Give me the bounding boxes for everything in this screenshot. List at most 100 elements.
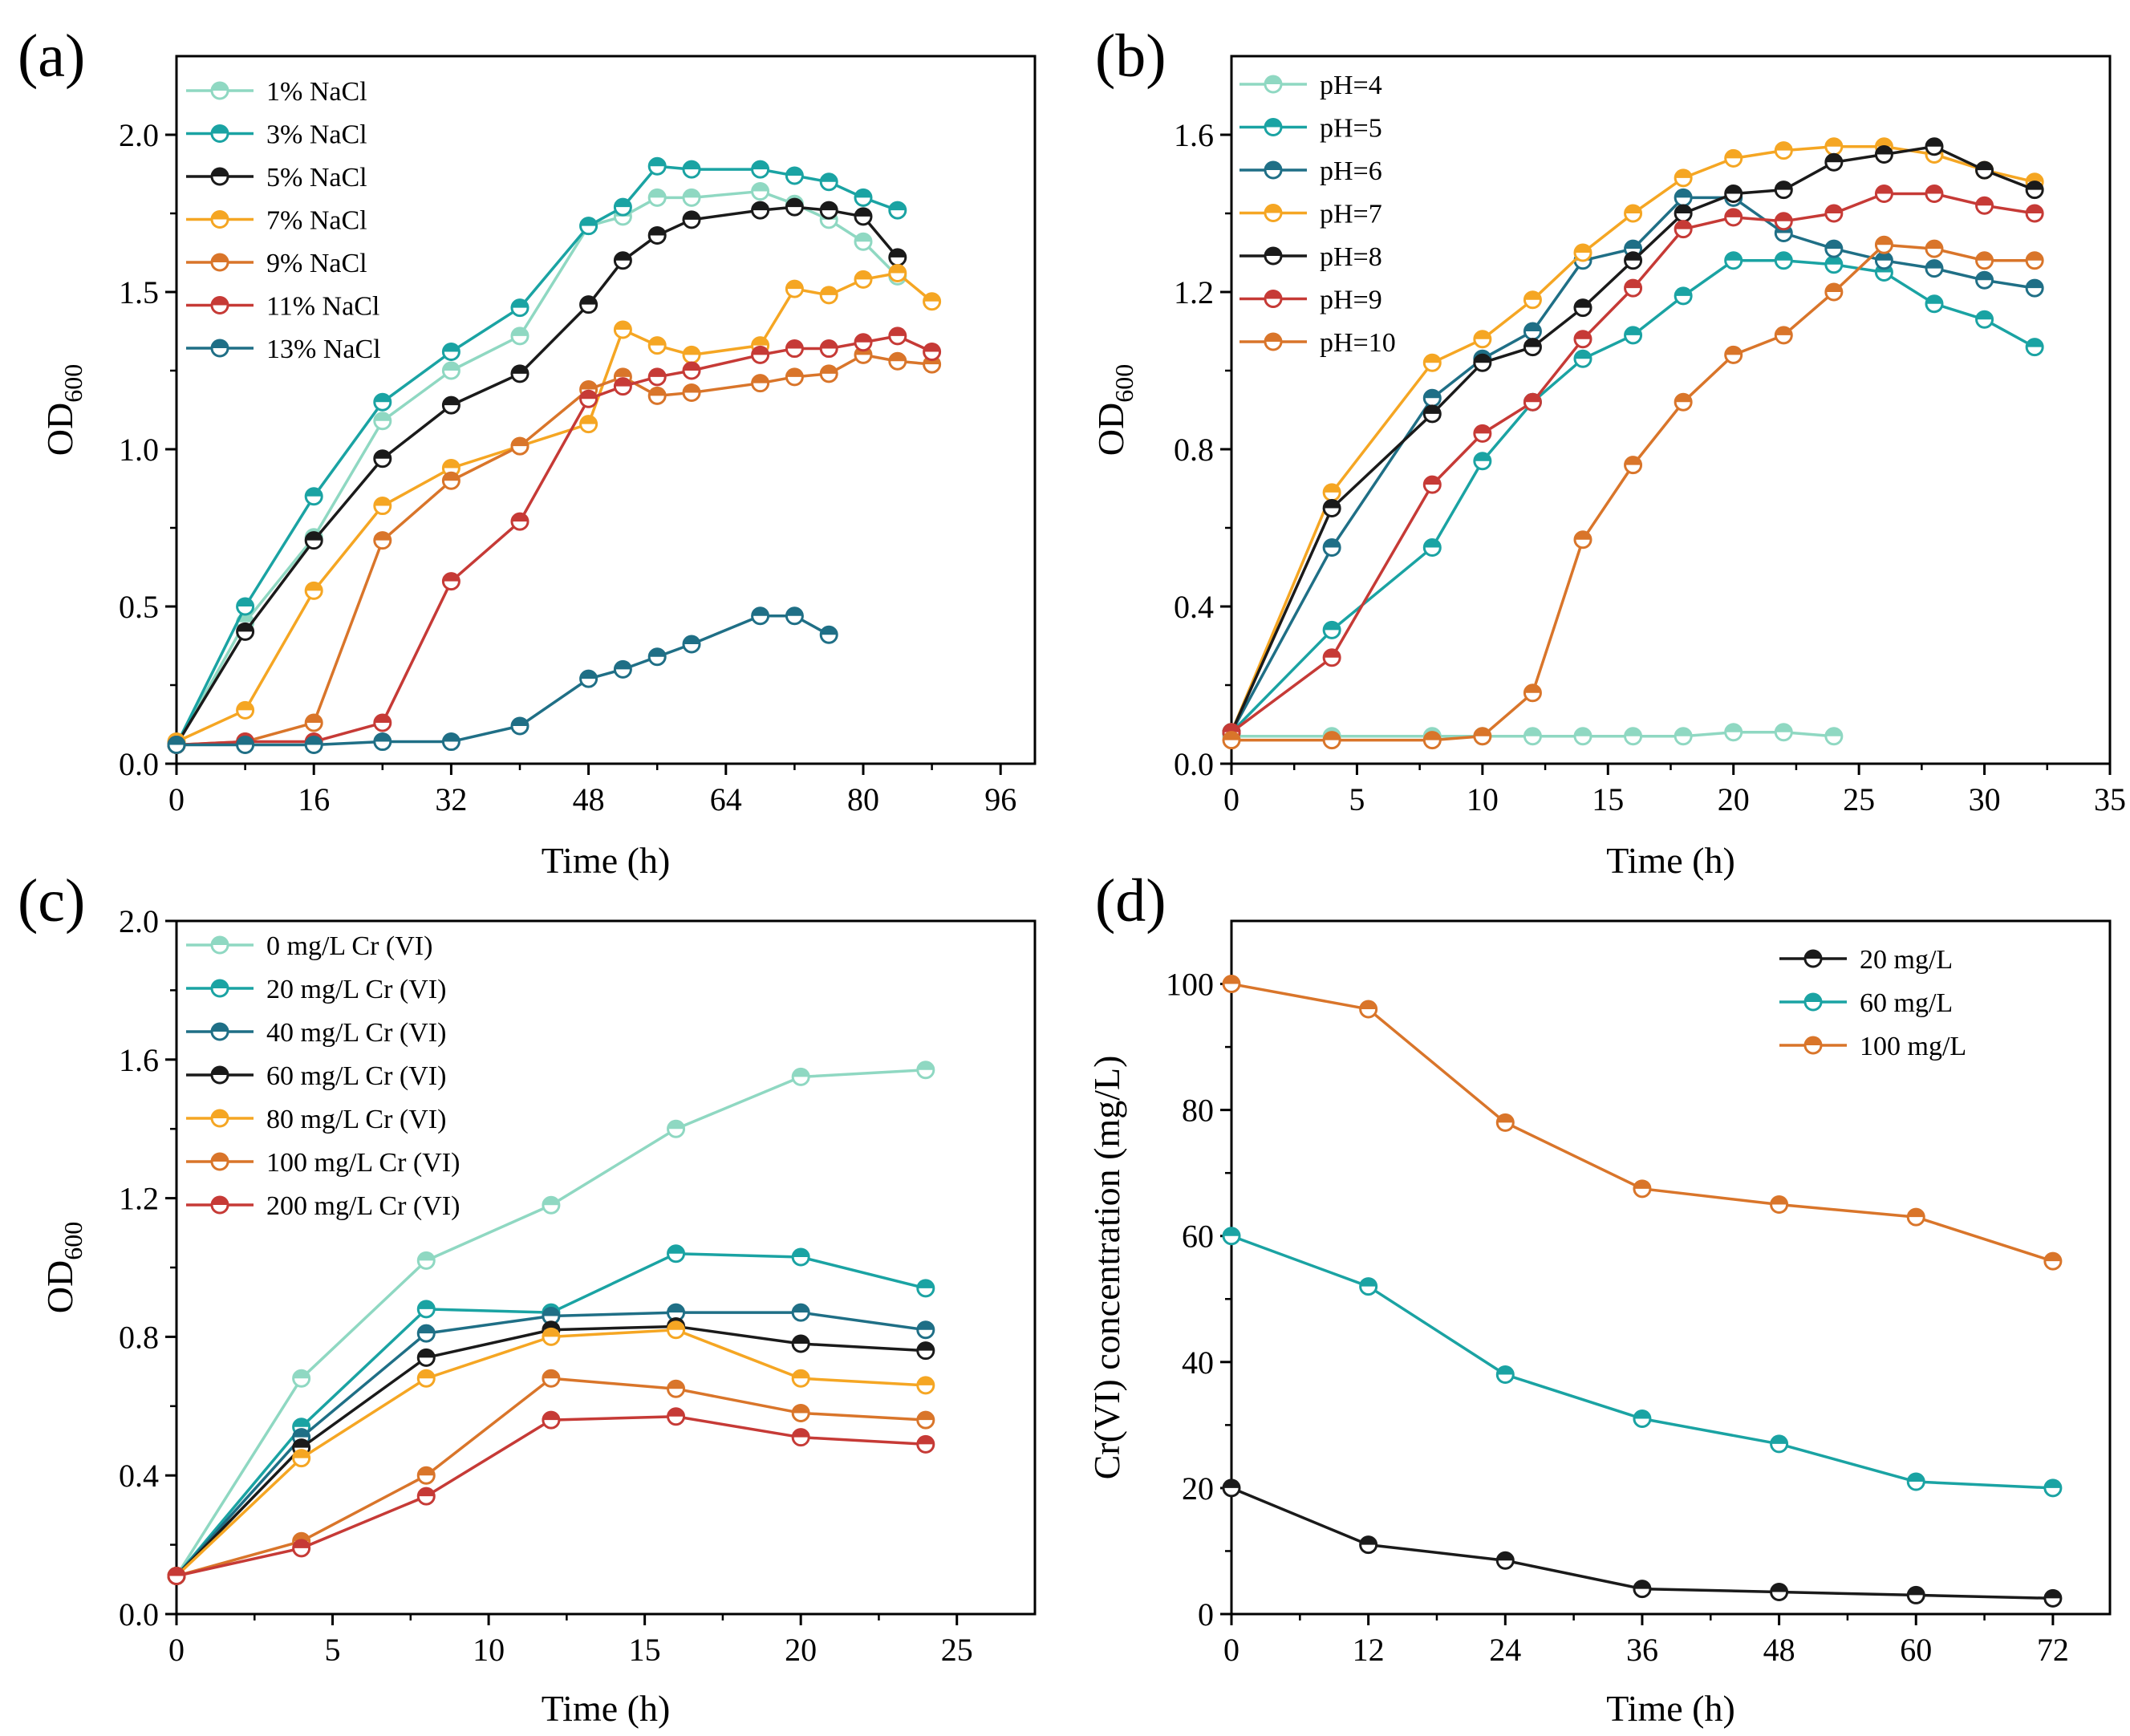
data-point-fill (889, 265, 906, 274)
data-point-fill (1675, 394, 1692, 403)
data-point-fill (889, 202, 906, 211)
y-tick-label: 1.5 (119, 274, 159, 310)
data-point-fill (1524, 728, 1541, 736)
data-point-fill (237, 623, 254, 632)
panel-label: (a) (18, 22, 85, 90)
series-b-5 (1222, 185, 2044, 742)
y-axis-title-sub: 600 (59, 1222, 87, 1260)
data-point-fill (443, 473, 460, 481)
data-point-fill (821, 173, 838, 182)
data-point-fill (1524, 394, 1541, 403)
data-point-fill (1524, 323, 1541, 331)
legend: 0 mg/L Cr (VI) 20 mg/L Cr (VI) 40 mg/L Cr … (186, 931, 460, 1221)
legend-marker-fill (212, 1024, 228, 1032)
data-point-fill (1575, 245, 1591, 253)
data-point-fill (1725, 347, 1742, 355)
data-point-fill (1474, 331, 1491, 339)
data-point-fill (1771, 1435, 1787, 1444)
data-point-fill (1360, 1000, 1377, 1009)
data-point-fill (580, 296, 597, 305)
data-point-fill (580, 416, 597, 424)
legend: 20 mg/L 60 mg/L 100 mg/L (1779, 945, 1966, 1061)
legend-marker-fill (212, 83, 228, 91)
x-tick-label: 15 (629, 1632, 661, 1668)
data-point-fill (793, 1429, 809, 1438)
data-point-fill (1474, 355, 1491, 363)
data-point-fill (1825, 256, 1842, 265)
legend-label: pH=10 (1320, 328, 1396, 358)
data-point-fill (580, 217, 597, 226)
data-point-fill (793, 1336, 809, 1345)
data-point-fill (855, 208, 871, 217)
data-point-fill (418, 1325, 435, 1334)
data-point-fill (1360, 1278, 1377, 1287)
data-point-fill (168, 736, 185, 745)
data-point-fill (1926, 241, 1942, 249)
panel-c: (c) 0 5 10 15 20 25 0.0 0.4 0.8 1.2 1.6 2.0 Time (h) O… (18, 867, 1037, 1729)
data-point-fill (752, 183, 769, 192)
data-point-fill (793, 1069, 809, 1077)
data-point-fill (1324, 622, 1341, 631)
data-point-fill (923, 293, 940, 302)
panel-label: (b) (1095, 22, 1166, 90)
data-point-fill (1725, 724, 1742, 732)
data-point-fill (293, 1533, 310, 1542)
data-point-fill (2044, 1479, 2061, 1488)
series-line (1231, 982, 2054, 1263)
legend-marker-fill (212, 254, 228, 262)
data-point-fill (684, 636, 700, 645)
data-point-fill (2044, 1253, 2061, 1262)
data-point-fill (684, 211, 700, 220)
data-point-fill (1825, 241, 1842, 249)
data-point-fill (821, 340, 838, 349)
data-point-fill (580, 671, 597, 679)
data-point-fill (1976, 311, 1993, 320)
series-line (176, 271, 933, 744)
legend-label: 20 mg/L Cr (VI) (266, 975, 446, 1004)
data-point-fill (1324, 500, 1341, 509)
data-point-fill (542, 1370, 559, 1379)
x-tick-label: 15 (1592, 781, 1624, 817)
data-point-fill (917, 1321, 934, 1330)
legend-marker-fill (212, 1110, 228, 1118)
data-point-fill (1675, 189, 1692, 198)
series-line (176, 353, 932, 747)
data-point-fill (1497, 1366, 1514, 1375)
data-point-fill (1424, 405, 1441, 414)
data-point-fill (293, 1539, 310, 1548)
y-axis-title: OD600 (1090, 364, 1138, 456)
data-point-fill (306, 582, 323, 591)
data-point-fill (1771, 1196, 1787, 1205)
data-point-fill (374, 394, 391, 403)
data-point-fill (752, 347, 769, 355)
data-point-fill (293, 1429, 310, 1438)
data-point-fill (1675, 205, 1692, 213)
legend-label: pH=8 (1320, 242, 1382, 272)
data-point-fill (917, 1342, 934, 1351)
series-b-6 (1222, 235, 2044, 750)
data-point-fill (1876, 138, 1893, 147)
data-point-fill (1976, 197, 1993, 206)
y-axis-title: Cr(VI) concentration (mg/L) (1086, 1056, 1127, 1480)
legend: pH=4 pH=5 pH=6 pH=7 pH=8 pH=9 pH=10 (1239, 71, 1396, 358)
data-point-fill (1424, 355, 1441, 363)
data-point-fill (1360, 1536, 1377, 1545)
data-point-fill (1876, 252, 1893, 261)
data-point-fill (306, 488, 323, 497)
legend-label: 0 mg/L Cr (VI) (266, 931, 432, 961)
data-point-fill (649, 158, 666, 167)
data-point-fill (821, 365, 838, 374)
data-point-fill (855, 189, 871, 198)
legend-label: 1% NaCl (266, 77, 367, 107)
x-tick-label: 24 (1489, 1632, 1521, 1668)
y-tick-label: 1.6 (1174, 117, 1214, 153)
data-point-fill (752, 161, 769, 170)
data-point-fill (917, 1061, 934, 1070)
legend: 1% NaCl 3% NaCl 5% NaCl 7% NaCl 9% NaCl 11% N… (186, 77, 381, 364)
data-point-fill (684, 189, 700, 198)
data-point-fill (374, 715, 391, 724)
x-tick-label: 36 (1626, 1632, 1658, 1668)
series-a-4 (167, 345, 942, 754)
data-point-fill (1775, 213, 1792, 221)
data-point-fill (821, 202, 838, 211)
